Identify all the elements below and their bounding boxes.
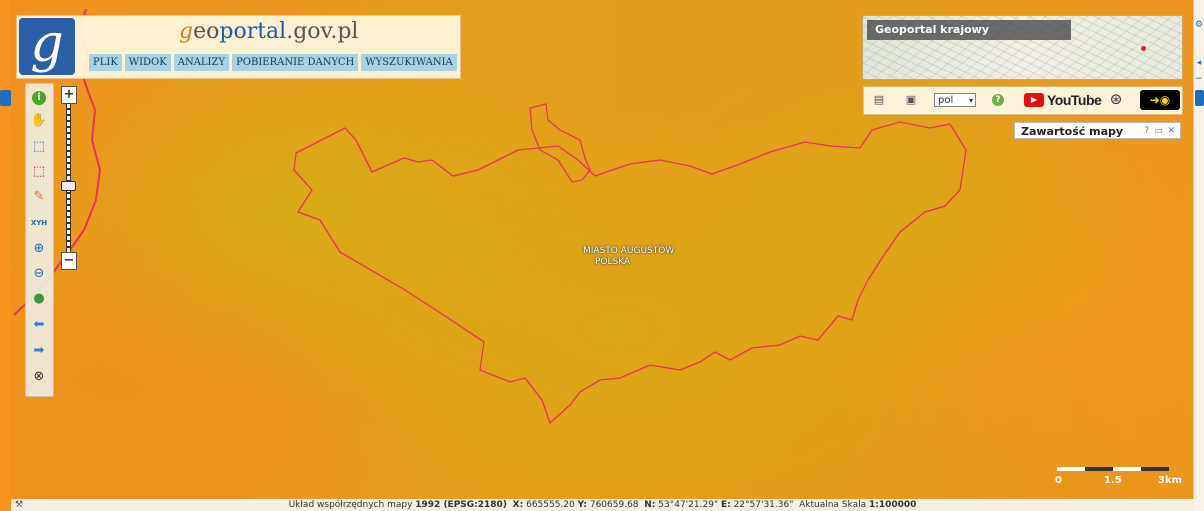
status-tool-icon[interactable]: ⚒ [15,500,24,510]
language-select[interactable]: pol ▾ [934,93,976,107]
menu-plik[interactable]: PLIK [89,54,122,71]
overview-map[interactable]: Geoportal krajowy [862,15,1183,80]
select-rect-icon[interactable]: ⬚ [32,139,46,154]
pencil-icon[interactable]: ✎ [33,189,45,204]
menu-wyszukiwania[interactable]: WYSZUKIWANIA [361,54,457,71]
youtube-play-icon: ▶ [1024,93,1044,107]
status-bar: ⚒ Układ współrzędnych mapy 1992 (EPSG:21… [11,499,1194,511]
right-strip-gear-icon[interactable]: ⚙ [1195,20,1204,30]
high-contrast-button[interactable]: ➜◉ [1140,90,1180,110]
map-contents-title: Zawartość mapy [1021,125,1124,138]
menu-widok[interactable]: WIDOK [124,54,171,71]
scale-segment [1085,467,1113,471]
place-label-town: MIASTO AUGUSTÓW [583,246,675,256]
scale-segment [1057,467,1085,471]
print-icon[interactable]: ▤ [873,93,885,106]
right-panel-toggle-icon[interactable] [1195,90,1204,106]
zoom-slider-track[interactable] [66,103,71,253]
info-icon[interactable]: i [32,91,46,105]
zoom-plus-button[interactable]: + [61,86,77,104]
augustow-boundary[interactable] [293,121,967,425]
chevron-down-icon: ▾ [968,96,973,105]
place-label: MIASTO AUGUSTÓW POLSKA [583,246,674,268]
scale-bar [1057,467,1169,471]
left-panel-strip [0,0,11,511]
scale-label-end: 3km [1158,475,1183,486]
overview-location-marker [1141,46,1146,51]
scale-label-start: 0 [1055,475,1062,486]
right-strip-arrow-icon[interactable]: ◂ [1196,58,1202,68]
accessibility-icon[interactable]: ⊛ [1109,90,1123,108]
right-panel-strip: ⚙ ◂ ∽ [1193,0,1204,511]
right-strip-link-icon[interactable]: ∽ [1195,74,1203,84]
menu-analizy[interactable]: ANALIZY [173,54,230,71]
deselect-rect-icon[interactable]: ⬚ [32,164,46,179]
scale-segment [1141,467,1169,471]
top-tools-bar: ▤ ▣ pol ▾ ? ▶ YouTube ⊛ ➜◉ [863,86,1183,115]
zoom-slider-handle[interactable] [61,181,76,191]
zoom-minus-button[interactable]: − [61,252,77,270]
zoom-in-icon[interactable]: ⊕ [33,241,45,256]
arrow-back-icon[interactable]: ⬅ [33,317,45,332]
help-icon[interactable]: ? [992,94,1004,106]
main-menu: PLIK WIDOK ANALIZY POBIERANIE DANYCH WYS… [89,54,457,71]
overview-map-label: Geoportal krajowy [867,20,1071,40]
zoom-out-icon[interactable]: ⊖ [33,266,45,281]
app-header: g geoportal.gov.pl PLIK WIDOK ANALIZY PO… [16,15,461,79]
arrow-forward-icon[interactable]: ➡ [33,343,45,358]
xyh-icon[interactable]: XYH [30,219,48,227]
augustow-lake-inlet [529,103,591,183]
menu-pobieranie-danych[interactable]: POBIERANIE DANYCH [232,54,359,71]
globe-icon[interactable]: ● [33,291,45,306]
youtube-link[interactable]: ▶ YouTube [1024,92,1102,108]
map-contents-panel-header[interactable]: Zawartość mapy ? ▭ ✕ [1014,122,1181,139]
geoportal-logo[interactable]: g [19,18,75,75]
scale-label-mid: 1.5 [1104,475,1122,486]
scale-segment [1113,467,1141,471]
compass-icon[interactable]: ⊗ [33,369,45,384]
wms-icon[interactable]: ▣ [905,93,917,106]
pan-hand-icon[interactable]: ✋ [30,113,48,128]
place-label-country: POLSKA [595,257,631,267]
map-toolbar: i ✋ ⬚ ⬚ ✎ XYH ⊕ ⊖ ● ⬅ ➡ ⊗ [25,83,54,397]
site-title: geoportal.gov.pl [179,19,359,44]
youtube-label: YouTube [1047,92,1102,108]
panel-window-buttons[interactable]: ? ▭ ✕ [1144,126,1176,136]
left-panel-toggle-icon[interactable] [0,90,11,106]
